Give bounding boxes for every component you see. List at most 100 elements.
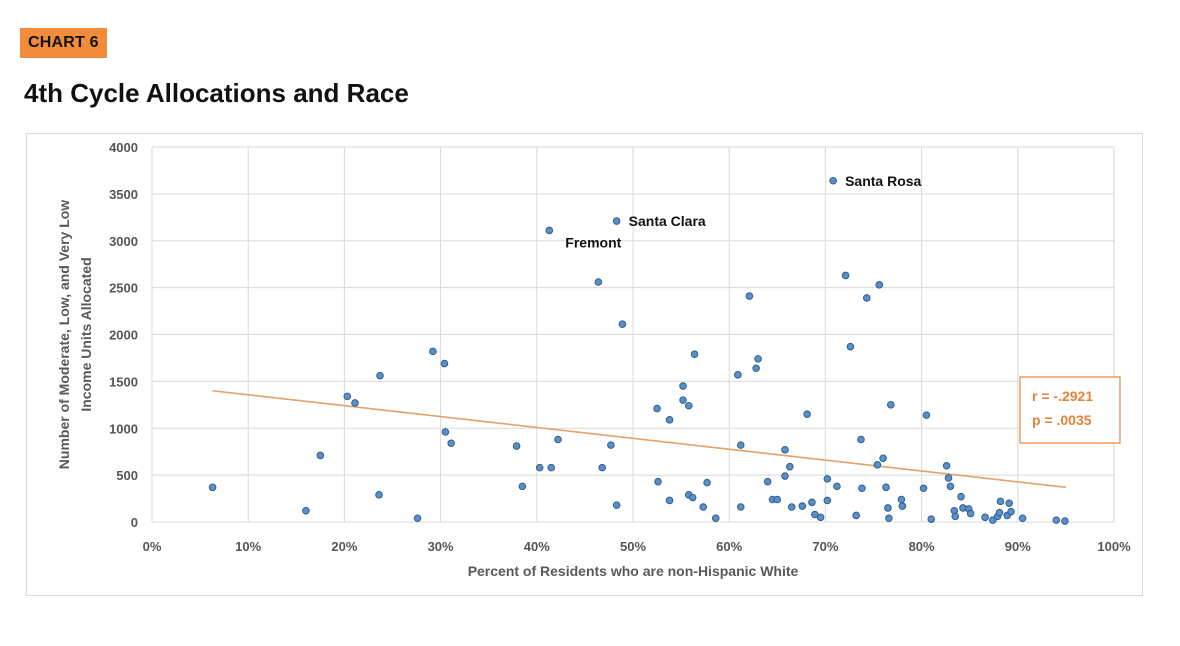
data-point	[736, 441, 745, 449]
data-point	[679, 396, 687, 404]
data-point	[512, 442, 521, 450]
data-point-label: Santa Rosa	[845, 173, 921, 189]
annotation-box	[1019, 376, 1121, 444]
x-tick-label: 20%	[331, 539, 357, 554]
data-point	[302, 506, 310, 515]
data-point	[922, 411, 931, 419]
data-point	[798, 502, 807, 510]
chart-number-badge: CHART 6	[20, 28, 107, 58]
data-point	[447, 439, 455, 448]
data-point	[846, 342, 855, 351]
data-point	[684, 401, 693, 410]
data-point	[887, 401, 895, 409]
data-point	[545, 226, 554, 235]
data-point	[208, 483, 217, 492]
grid-lines	[151, 146, 1115, 523]
data-point	[873, 461, 882, 469]
trendline	[212, 389, 1066, 489]
y-tick-labels: 0 500 1000 1500 2000 2500 3000 3500 4000	[109, 140, 138, 530]
data-point	[1061, 517, 1069, 525]
data-point	[598, 463, 607, 472]
data-point	[429, 347, 437, 356]
data-point	[711, 514, 720, 523]
data-point	[413, 514, 422, 523]
y-tick-label: 1000	[109, 421, 138, 436]
data-point	[862, 294, 871, 302]
y-tick-label: 4000	[109, 140, 138, 155]
annotation-r-value: r = -.2921	[1032, 388, 1093, 404]
data-point	[1007, 507, 1015, 516]
data-point	[1018, 514, 1027, 523]
data-point	[754, 355, 762, 363]
data-point	[981, 513, 989, 522]
y-tick-label: 0	[131, 515, 138, 530]
data-point	[688, 493, 697, 502]
data-point	[316, 451, 325, 460]
y-tick-label: 500	[116, 468, 138, 483]
data-point	[879, 454, 887, 463]
y-tick-label: 3000	[109, 234, 138, 249]
data-point-label: Santa Clara	[629, 213, 706, 229]
y-tick-label: 1500	[109, 374, 138, 389]
data-point	[803, 410, 811, 418]
point-labels: Fremont Santa Clara Santa Rosa	[565, 173, 921, 251]
data-point	[547, 463, 556, 472]
chart-frame: 0 500 1000 1500 2000 2500 3000 3500 4000 0% 10% 20…	[26, 133, 1143, 596]
data-point	[618, 320, 627, 328]
data-point	[944, 474, 953, 482]
data-point	[594, 278, 603, 286]
data-point	[375, 491, 383, 499]
data-point	[351, 399, 359, 407]
data-point	[857, 435, 865, 444]
data-point	[957, 492, 965, 501]
x-axis-title: Percent of Residents who are non-Hispani…	[468, 563, 799, 579]
data-point	[773, 495, 782, 504]
scatter-chart: 0 500 1000 1500 2000 2500 3000 3500 4000 0% 10% 20…	[56, 140, 1131, 579]
data-point	[535, 463, 544, 472]
x-tick-label: 40%	[524, 539, 550, 554]
data-point	[919, 484, 928, 493]
x-tick-label: 100%	[1097, 539, 1131, 554]
data-point	[441, 428, 450, 436]
y-tick-label: 2500	[109, 281, 138, 296]
data-point	[875, 281, 884, 289]
data-point	[665, 416, 674, 424]
data-point	[823, 475, 832, 483]
data-point	[781, 446, 789, 454]
data-point	[679, 382, 687, 390]
data-point	[745, 292, 754, 300]
data-point	[440, 359, 449, 368]
x-tick-label: 30%	[428, 539, 454, 554]
data-point	[816, 513, 825, 522]
data-points	[208, 176, 1069, 525]
data-point	[736, 503, 745, 511]
data-point	[665, 496, 674, 505]
x-tick-label: 60%	[716, 539, 742, 554]
correlation-annotation: r = -.2921 p = .0035	[1019, 376, 1121, 444]
data-point	[898, 502, 907, 510]
data-point	[841, 271, 850, 280]
data-point	[885, 514, 893, 523]
x-tick-labels: 0% 10% 20% 30% 40% 50% 60% 70% 80% 90% 100%	[143, 539, 1131, 554]
data-point	[951, 512, 960, 521]
data-point	[808, 498, 816, 507]
data-point	[699, 503, 708, 511]
data-point	[690, 350, 699, 358]
data-point	[763, 477, 772, 486]
y-tick-label: 3500	[109, 187, 138, 202]
y-axis-title-line: Income Units Allocated	[78, 257, 94, 411]
chart-title: 4th Cycle Allocations and Race	[24, 78, 409, 108]
x-tick-label: 90%	[1005, 539, 1031, 554]
data-point	[518, 482, 527, 491]
data-point	[829, 176, 837, 185]
data-point	[654, 477, 662, 486]
x-tick-label: 70%	[812, 539, 838, 554]
x-tick-label: 50%	[620, 539, 646, 554]
y-axis-title-line: Number of Moderate, Low, and Very Low	[56, 200, 72, 470]
data-point	[946, 482, 955, 491]
data-point	[966, 509, 975, 518]
data-point	[781, 472, 789, 480]
data-point	[882, 483, 890, 492]
data-point	[833, 482, 841, 491]
x-tick-label: 0%	[143, 539, 162, 554]
